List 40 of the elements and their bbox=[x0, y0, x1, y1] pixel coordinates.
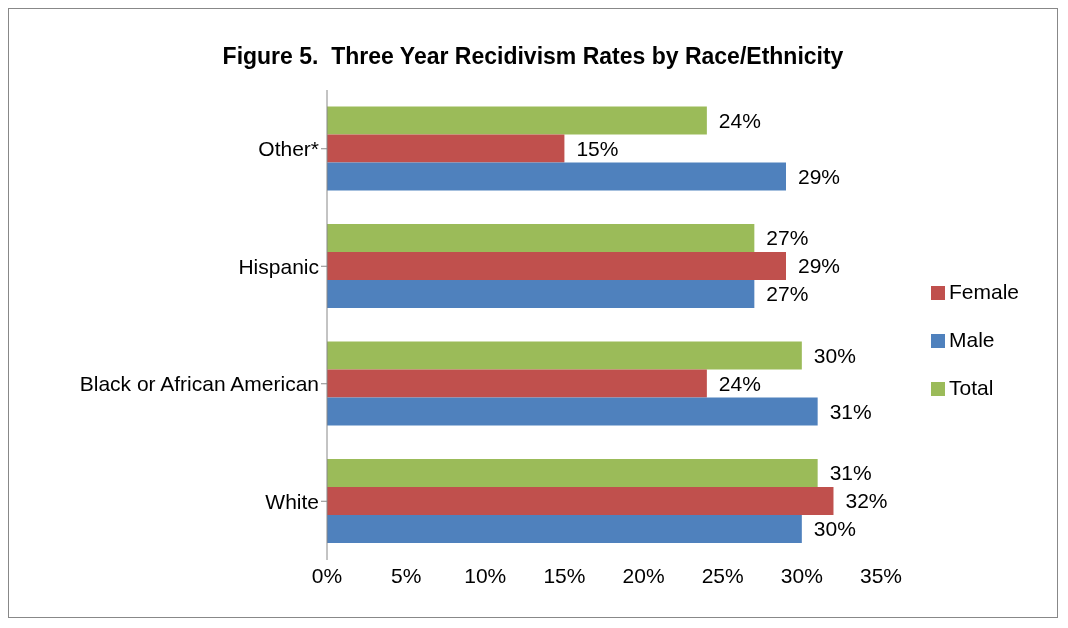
bar bbox=[327, 514, 802, 543]
x-tick-label: 30% bbox=[780, 563, 823, 587]
x-tick-label: 35% bbox=[859, 563, 902, 587]
legend-label: Male bbox=[948, 328, 995, 351]
data-label: 29% bbox=[798, 164, 841, 188]
data-label: 15% bbox=[576, 136, 619, 160]
bar bbox=[327, 279, 755, 308]
data-label: 27% bbox=[766, 282, 809, 306]
chart-title: Figure 5. Three Year Recidivism Rates by Race/Ethnicity bbox=[221, 43, 845, 70]
data-label: 24% bbox=[718, 108, 761, 132]
x-tick-label: 15% bbox=[543, 563, 586, 587]
data-label: 24% bbox=[718, 371, 761, 395]
bar bbox=[327, 162, 786, 191]
x-tick-label: 10% bbox=[464, 563, 507, 587]
bar bbox=[327, 397, 818, 426]
data-label: 31% bbox=[829, 399, 872, 423]
bar bbox=[327, 134, 565, 163]
y-tick-label: Hispanic bbox=[238, 254, 319, 278]
x-tick-label: 20% bbox=[622, 563, 665, 587]
data-label: 32% bbox=[845, 489, 888, 513]
bar bbox=[327, 341, 802, 370]
bar bbox=[327, 106, 707, 135]
x-tick-label: 25% bbox=[701, 563, 744, 587]
x-tick-label: 0% bbox=[311, 563, 343, 587]
bar bbox=[327, 458, 818, 487]
data-label: 31% bbox=[829, 461, 872, 485]
data-label: 27% bbox=[766, 226, 809, 250]
y-tick-label: White bbox=[265, 489, 319, 513]
data-label: 30% bbox=[813, 517, 856, 541]
x-tick-label: 5% bbox=[390, 563, 422, 587]
bar bbox=[327, 251, 786, 280]
bar bbox=[327, 223, 755, 252]
legend-label: Female bbox=[948, 280, 1019, 303]
y-tick-label: Other* bbox=[258, 137, 319, 161]
data-label: 29% bbox=[798, 254, 841, 278]
legend-label: Total bbox=[948, 376, 994, 399]
y-tick-label: Black or African American bbox=[79, 372, 319, 396]
bar bbox=[327, 486, 834, 515]
bar bbox=[327, 369, 707, 398]
data-label: 30% bbox=[813, 343, 856, 367]
